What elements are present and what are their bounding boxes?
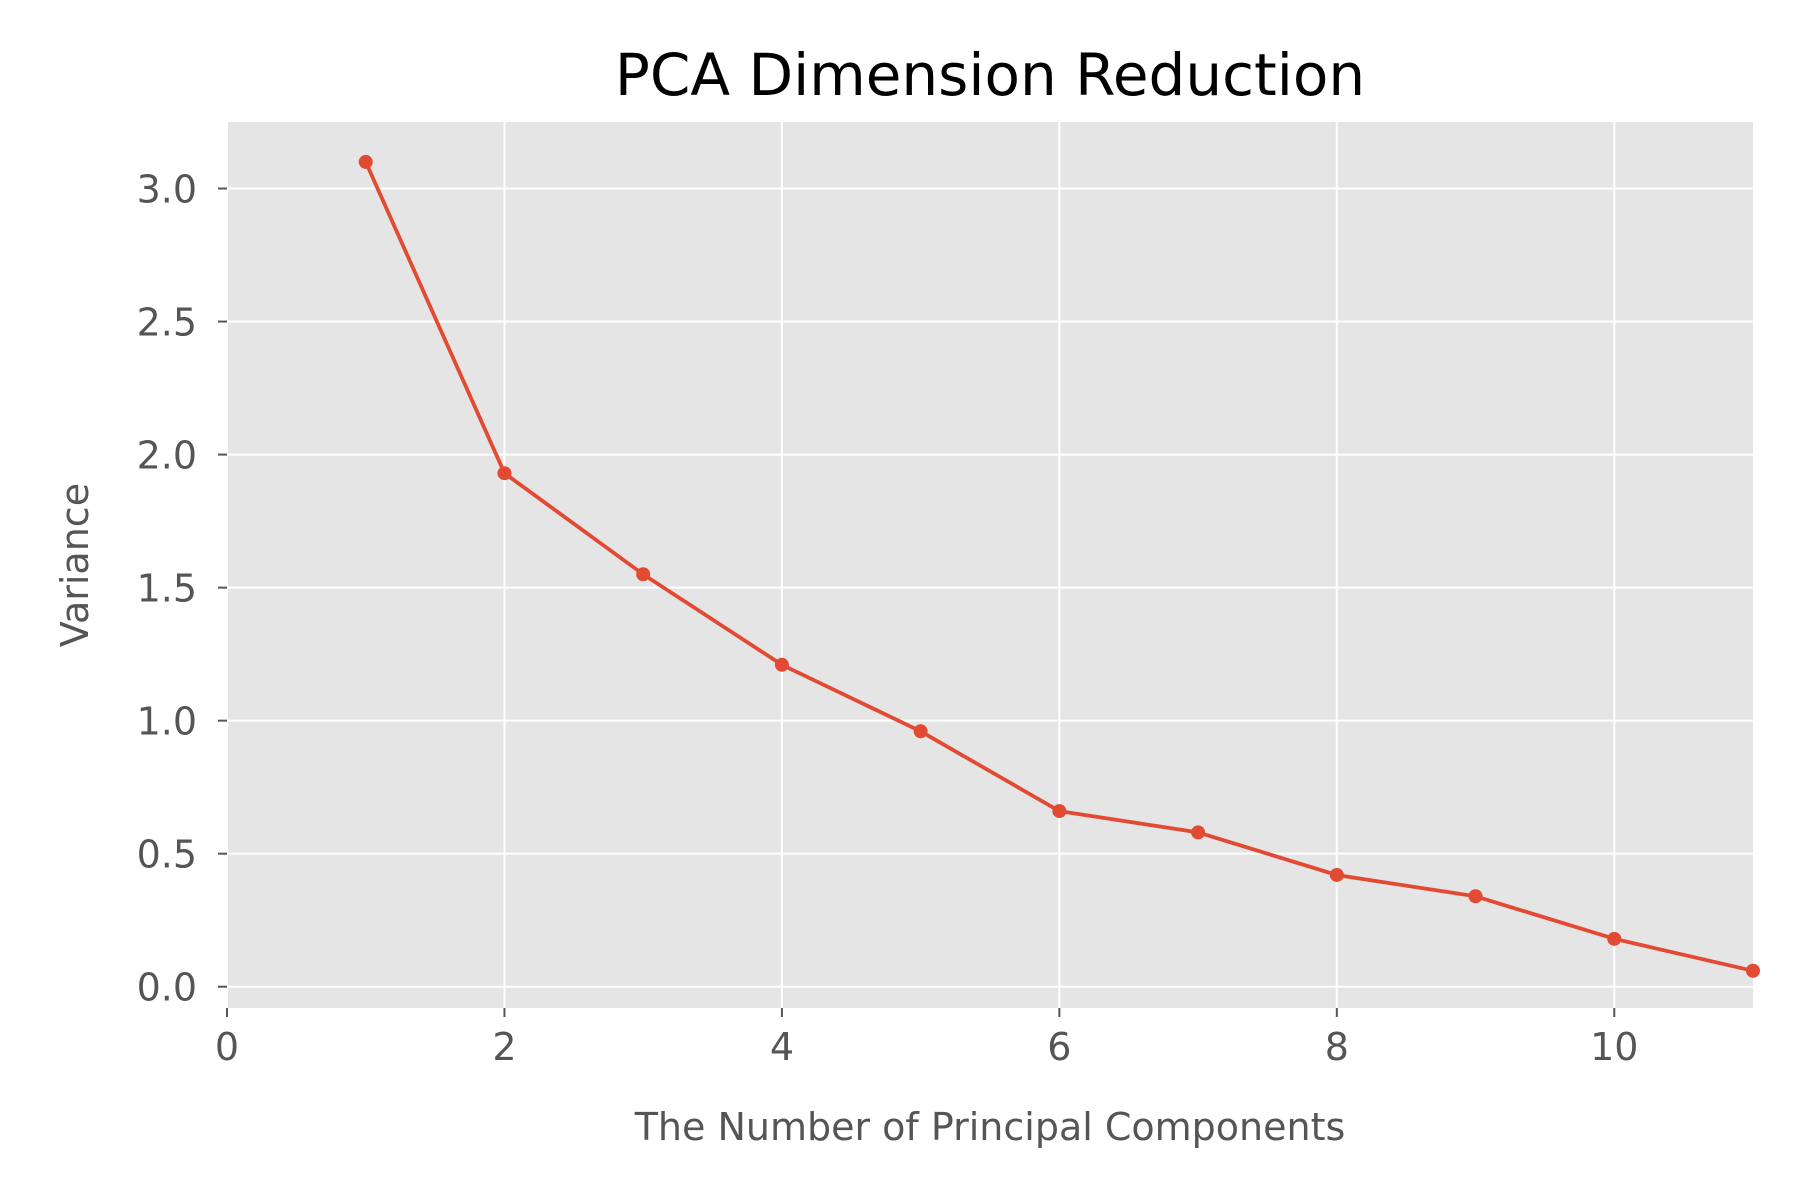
x-tick-label: 8 xyxy=(1325,1025,1349,1069)
data-point xyxy=(1607,931,1622,946)
data-point xyxy=(636,567,651,582)
x-tick-label: 6 xyxy=(1047,1025,1071,1069)
x-axis-label: The Number of Principal Components xyxy=(634,1105,1346,1149)
ticks: 0 2 4 6 8 10 0.0 0.5 1.0 1.5 2.0 2.5 3.0 xyxy=(137,168,1639,1069)
y-tick-label: 2.5 xyxy=(137,301,197,345)
data-point xyxy=(1746,963,1760,978)
grid xyxy=(226,122,1753,1008)
x-tick-label: 4 xyxy=(770,1025,794,1069)
data-point xyxy=(497,466,512,481)
y-tick-label: 0.0 xyxy=(137,966,197,1010)
x-tick-label: 2 xyxy=(492,1025,516,1069)
y-tick-label: 1.0 xyxy=(137,700,197,744)
y-tick-label: 0.5 xyxy=(137,833,197,877)
y-tick-label: 2.0 xyxy=(137,434,197,478)
series xyxy=(358,154,1760,978)
x-tick-label: 10 xyxy=(1590,1025,1638,1069)
plot-area xyxy=(227,122,1753,1008)
data-point xyxy=(1329,867,1344,882)
data-point xyxy=(1191,825,1206,840)
data-point xyxy=(774,657,789,672)
y-tick-label: 3.0 xyxy=(137,168,197,212)
data-point xyxy=(1468,889,1483,904)
y-axis-label: Variance xyxy=(53,483,97,647)
x-tick-label: 0 xyxy=(215,1025,239,1069)
data-point xyxy=(913,724,928,739)
y-tick-label: 1.5 xyxy=(137,567,197,611)
data-point xyxy=(1052,804,1067,819)
chart-title: PCA Dimension Reduction xyxy=(615,41,1365,109)
data-point xyxy=(358,154,373,169)
